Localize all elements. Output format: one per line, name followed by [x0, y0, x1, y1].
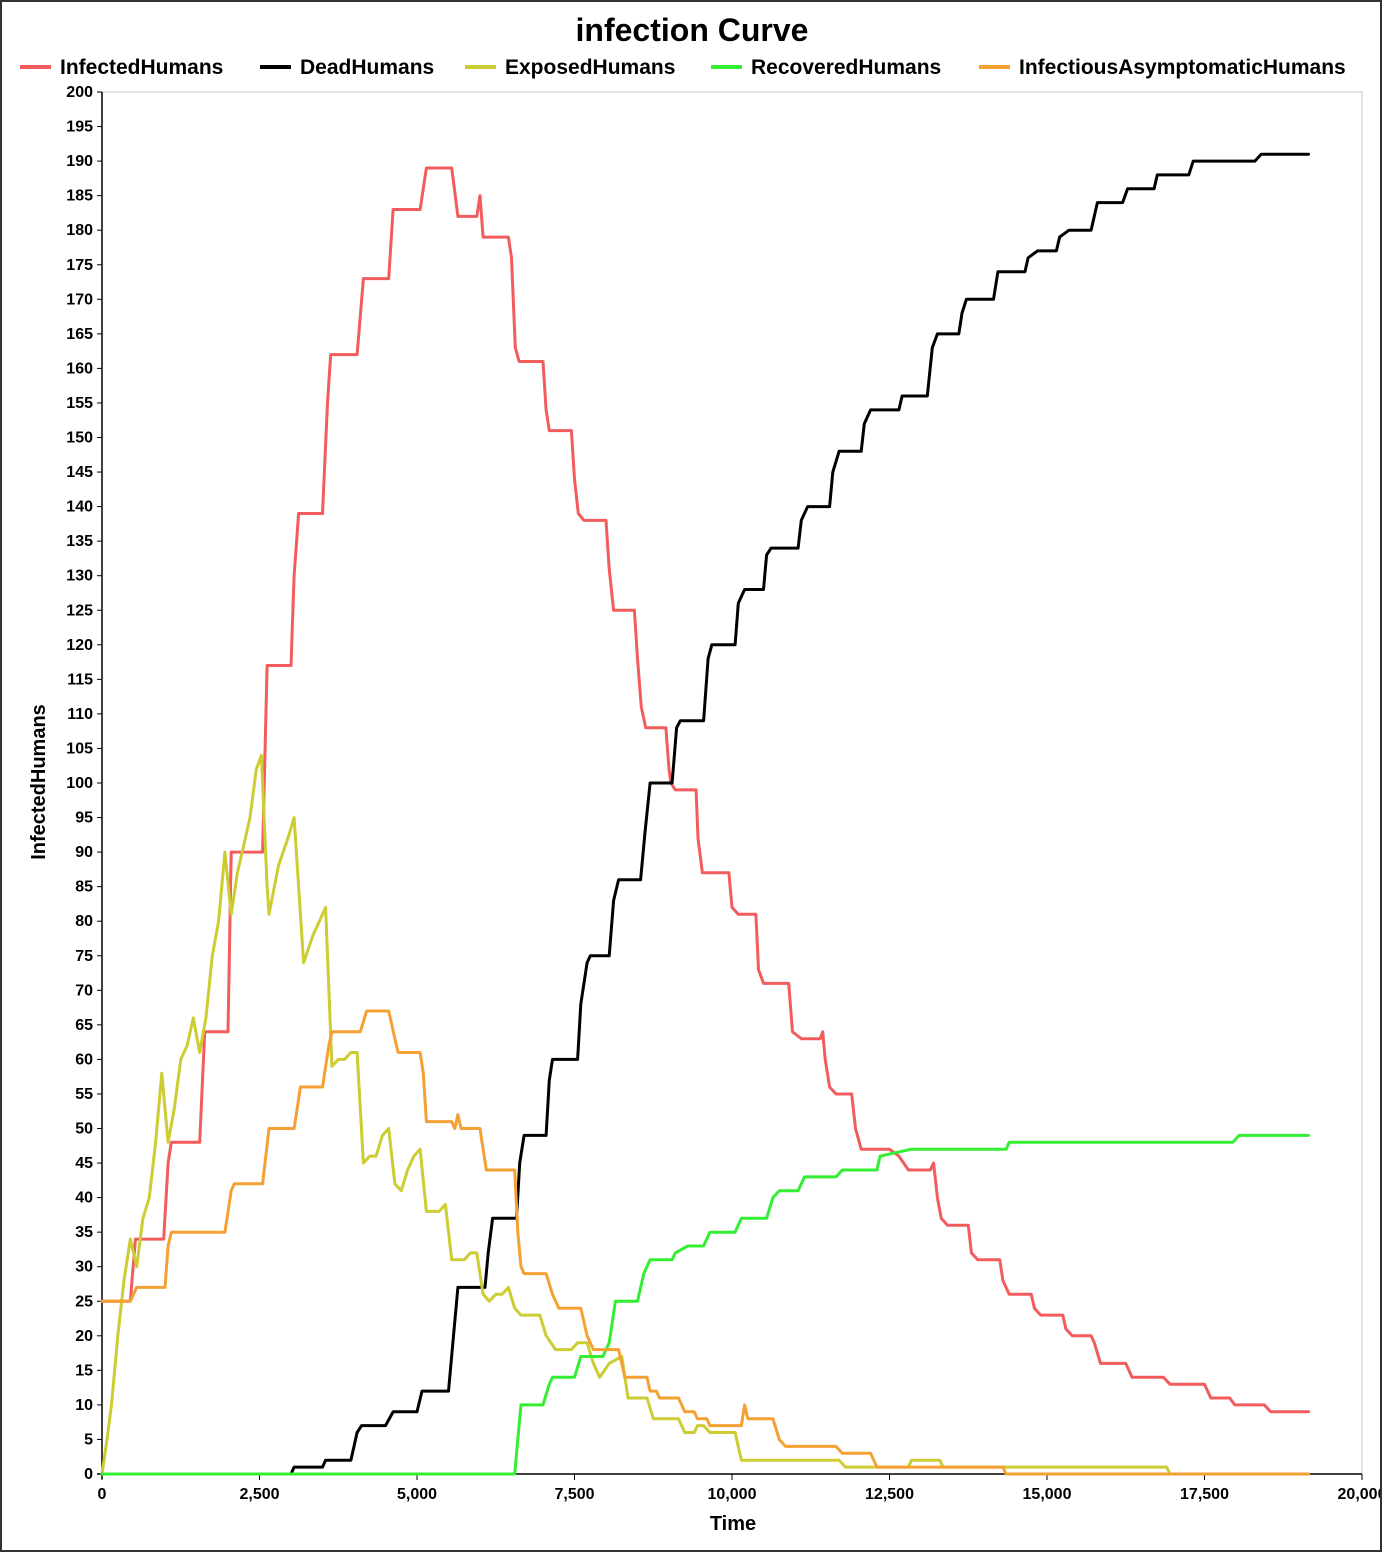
y-tick-label: 160	[66, 360, 93, 377]
series-line-InfectiousAsymptomaticHumans	[100, 1009, 1310, 1476]
y-tick-label: 25	[75, 1293, 93, 1310]
y-tick-label: 15	[75, 1362, 93, 1379]
x-tick-label: 17,500	[1180, 1486, 1229, 1503]
y-tick-label: 145	[66, 464, 93, 481]
y-tick-label: 10	[75, 1397, 93, 1414]
y-tick-label: 95	[75, 810, 93, 827]
y-tick-label: 180	[66, 222, 93, 239]
y-tick-label: 35	[75, 1224, 93, 1241]
y-tick-label: 200	[66, 84, 93, 101]
series-layer	[100, 152, 1310, 1476]
series-line-InfectedHumans	[100, 166, 1310, 1414]
legend-item-InfectiousAsymptomaticHumans: InfectiousAsymptomaticHumans	[1019, 56, 1346, 79]
y-tick-label: 110	[67, 706, 93, 723]
x-tick-label: 0	[98, 1486, 107, 1503]
y-tick-label: 190	[66, 153, 93, 170]
y-tick-label: 100	[66, 775, 93, 792]
y-tick-label: 30	[75, 1259, 93, 1276]
series-line-DeadHumans	[100, 152, 1310, 1476]
y-tick-label: 170	[66, 291, 93, 308]
y-tick-label: 85	[75, 879, 93, 896]
y-tick-label: 185	[66, 188, 93, 205]
chart-title: infection Curve	[576, 12, 809, 48]
y-tick-label: 40	[75, 1190, 93, 1207]
y-tick-label: 55	[75, 1086, 93, 1103]
y-tick-label: 90	[75, 844, 93, 861]
x-tick-label: 12,500	[865, 1486, 914, 1503]
plot-area	[101, 91, 1363, 1475]
x-tick-label: 7,500	[554, 1486, 594, 1503]
legend-item-DeadHumans: DeadHumans	[300, 56, 434, 79]
series-line-ExposedHumans	[100, 753, 1310, 1476]
y-tick-label: 0	[84, 1466, 93, 1483]
y-tick-label: 120	[66, 637, 93, 654]
y-tick-label: 195	[66, 119, 93, 136]
x-tick-label: 20,000	[1338, 1486, 1380, 1503]
legend-item-ExposedHumans: ExposedHumans	[505, 56, 675, 79]
y-tick-label: 125	[66, 602, 93, 619]
y-tick-label: 115	[67, 671, 93, 688]
y-tick-label: 80	[75, 913, 93, 930]
y-tick-label: 150	[66, 430, 93, 447]
series-line-RecoveredHumans	[100, 1133, 1310, 1476]
x-tick-label: 10,000	[708, 1486, 757, 1503]
legend: InfectedHumans DeadHumans ExposedHumans Rec…	[20, 56, 1346, 79]
y-axis-label: InfectedHumans	[28, 704, 50, 860]
x-axis-label: Time	[710, 1513, 756, 1535]
y-tick-label: 65	[75, 1017, 93, 1034]
y-tick-label: 45	[75, 1155, 93, 1172]
legend-item-InfectedHumans: InfectedHumans	[60, 56, 223, 79]
y-tick-label: 50	[75, 1121, 93, 1138]
y-tick-label: 165	[66, 326, 93, 343]
axes: 0 5 10 15 20 25 30 35 40 45 50 55 60 65 70 75 80 85 90 95 10…	[66, 84, 1380, 1503]
y-tick-label: 175	[66, 257, 93, 274]
legend-item-RecoveredHumans: RecoveredHumans	[751, 56, 941, 79]
y-tick-label: 60	[75, 1051, 93, 1068]
y-tick-label: 130	[66, 568, 93, 585]
y-tick-label: 105	[66, 740, 93, 757]
y-tick-label: 140	[66, 499, 93, 516]
y-tick-label: 70	[75, 982, 93, 999]
x-tick-label: 2,500	[239, 1486, 279, 1503]
x-tick-label: 15,000	[1023, 1486, 1072, 1503]
y-tick-label: 20	[75, 1328, 93, 1345]
x-tick-label: 5,000	[397, 1486, 437, 1503]
y-tick-label: 155	[66, 395, 93, 412]
y-tick-label: 75	[75, 948, 93, 965]
y-tick-label: 135	[66, 533, 93, 550]
y-tick-label: 5	[84, 1431, 93, 1448]
